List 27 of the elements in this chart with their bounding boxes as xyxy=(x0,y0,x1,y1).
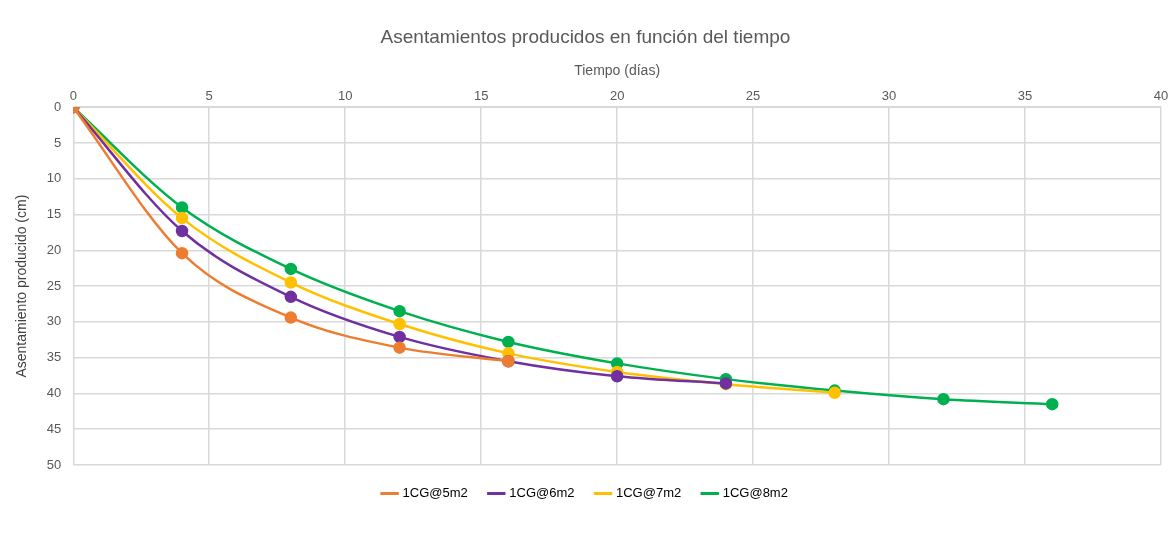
x-tick-label: 5 xyxy=(205,87,213,103)
x-tick-label: 25 xyxy=(745,87,761,103)
y-tick-label: 40 xyxy=(46,385,62,401)
y-tick-label: 0 xyxy=(54,98,62,114)
y-tick-label: 10 xyxy=(46,170,62,186)
y-tick-label: 5 xyxy=(54,134,62,150)
x-tick-label: 20 xyxy=(609,87,625,103)
legend-label: 1CG@6m2 xyxy=(509,485,575,501)
x-tick-label: 30 xyxy=(881,87,897,103)
x-tick-label: 40 xyxy=(1153,87,1169,103)
legend-label: 1CG@8m2 xyxy=(722,485,788,501)
y-tick-label: 35 xyxy=(46,349,62,365)
y-tick-label: 50 xyxy=(46,456,62,472)
y-tick-label: 45 xyxy=(46,420,62,436)
x-tick-label: 35 xyxy=(1017,87,1033,103)
y-tick-label: 15 xyxy=(46,206,62,222)
legend-label: 1CG@5m2 xyxy=(402,485,468,501)
y-axis-title: Asentamiento producido (cm) xyxy=(13,194,30,378)
x-tick-label: 15 xyxy=(473,87,489,103)
x-tick-label: 10 xyxy=(337,87,353,103)
x-tick-label: 0 xyxy=(69,87,77,103)
x-axis-title: Tiempo (días) xyxy=(574,62,661,79)
y-tick-label: 25 xyxy=(46,277,62,293)
chart-title: Asentamientos producidos en función del tiempo xyxy=(380,25,791,47)
y-tick-label: 30 xyxy=(46,313,62,329)
y-tick-label: 20 xyxy=(46,241,62,257)
legend-label: 1CG@7m2 xyxy=(616,485,682,501)
